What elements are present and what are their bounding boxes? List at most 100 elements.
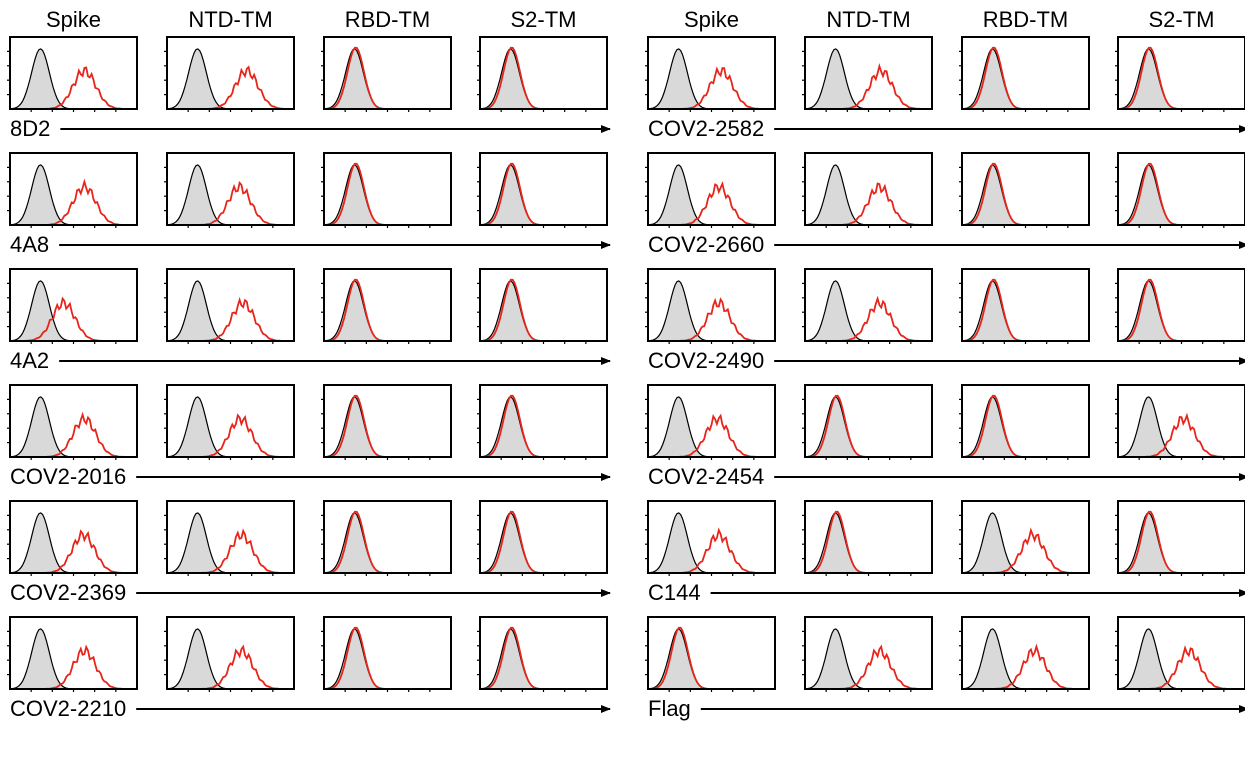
- histogram-cell: [321, 384, 452, 460]
- histogram-cell: [477, 268, 608, 344]
- control-histogram: [9, 280, 137, 342]
- antibody-label: 4A8: [10, 232, 49, 257]
- histogram-cell: [959, 268, 1090, 344]
- histogram-cell: [959, 384, 1090, 460]
- control-histogram: [9, 628, 137, 690]
- histogram-cell: [1115, 616, 1245, 692]
- control-histogram: [1117, 512, 1245, 574]
- histogram-cell: [645, 616, 776, 692]
- histogram-cell: [321, 152, 452, 228]
- histogram-row: COV2-2210: [7, 616, 611, 721]
- control-histogram: [479, 396, 607, 458]
- control-histogram: [804, 396, 932, 458]
- antibody-label: C144: [648, 580, 701, 605]
- histogram-cell: [1115, 268, 1245, 344]
- control-histogram: [1117, 396, 1245, 458]
- column-header: Spike: [46, 7, 101, 32]
- histogram-cell: [477, 152, 608, 228]
- histogram-cell: [1115, 500, 1245, 576]
- histogram-cell: [7, 616, 138, 692]
- control-histogram: [166, 628, 294, 690]
- histogram-cell: [477, 616, 608, 692]
- histogram-cell: [164, 36, 295, 112]
- control-histogram: [804, 280, 932, 342]
- histogram-cell: [959, 500, 1090, 576]
- histogram-cell: [959, 616, 1090, 692]
- control-histogram: [9, 48, 137, 110]
- histogram-cell: [321, 36, 452, 112]
- column-header: Spike: [684, 7, 739, 32]
- histogram-cell: [645, 36, 776, 112]
- histogram-cell: [321, 500, 452, 576]
- control-histogram: [804, 628, 932, 690]
- control-histogram: [961, 628, 1089, 690]
- control-histogram: [166, 280, 294, 342]
- histogram-row: COV2-2454: [645, 384, 1245, 489]
- histogram-row: COV2-2490: [645, 268, 1245, 373]
- control-histogram: [323, 48, 451, 110]
- control-histogram: [9, 396, 137, 458]
- panel-1: Spike NTD-TM RBD-TM S2-TM 8D2 4A8 4A2 COV2-2016…: [7, 7, 611, 721]
- column-header: RBD-TM: [983, 7, 1069, 32]
- antibody-label: COV2-2582: [648, 116, 764, 141]
- antibody-label: 8D2: [10, 116, 50, 141]
- histogram-cell: [959, 36, 1090, 112]
- control-histogram: [479, 164, 607, 226]
- histogram-cell: [645, 268, 776, 344]
- histogram-row: 4A8: [7, 152, 611, 257]
- control-histogram: [166, 48, 294, 110]
- histogram-cell: [321, 268, 452, 344]
- antibody-label: COV2-2660: [648, 232, 764, 257]
- histogram-cell: [7, 268, 138, 344]
- histogram-cell: [477, 384, 608, 460]
- column-header: S2-TM: [1149, 7, 1215, 32]
- histogram-cell: [645, 152, 776, 228]
- control-histogram: [961, 512, 1089, 574]
- histogram-row: Flag: [645, 616, 1245, 721]
- control-histogram: [961, 280, 1089, 342]
- column-header: RBD-TM: [345, 7, 431, 32]
- histogram-cell: [1115, 36, 1245, 112]
- histogram-cell: [7, 36, 138, 112]
- control-histogram: [804, 164, 932, 226]
- histogram-cell: [321, 616, 452, 692]
- histogram-cell: [802, 500, 933, 576]
- histogram-cell: [802, 152, 933, 228]
- control-histogram: [804, 512, 932, 574]
- control-histogram: [323, 628, 451, 690]
- histogram-cell: [645, 384, 776, 460]
- control-histogram: [479, 512, 607, 574]
- control-histogram: [323, 164, 451, 226]
- antibody-label: COV2-2490: [648, 348, 764, 373]
- control-histogram: [479, 280, 607, 342]
- histogram-row: 8D2: [7, 36, 611, 141]
- control-histogram: [479, 628, 607, 690]
- antibody-label: Flag: [648, 696, 691, 721]
- histogram-cell: [1115, 384, 1245, 460]
- control-histogram: [961, 48, 1089, 110]
- histogram-row: COV2-2582: [645, 36, 1245, 141]
- histogram-cell: [164, 384, 295, 460]
- histogram-cell: [477, 36, 608, 112]
- control-histogram: [1117, 48, 1245, 110]
- control-histogram: [804, 48, 932, 110]
- control-histogram: [1117, 164, 1245, 226]
- antibody-label: 4A2: [10, 348, 49, 373]
- histogram-cell: [164, 268, 295, 344]
- column-header: NTD-TM: [188, 7, 272, 32]
- histogram-row: COV2-2016: [7, 384, 611, 489]
- control-histogram: [647, 164, 775, 226]
- control-histogram: [1117, 280, 1245, 342]
- control-histogram: [166, 164, 294, 226]
- antibody-label: COV2-2210: [10, 696, 126, 721]
- histogram-cell: [645, 500, 776, 576]
- histogram-row: C144: [645, 500, 1245, 605]
- control-histogram: [323, 396, 451, 458]
- column-header: S2-TM: [511, 7, 577, 32]
- histogram-row: 4A2: [7, 268, 611, 373]
- histogram-cell: [802, 384, 933, 460]
- control-histogram: [647, 48, 775, 110]
- histogram-cell: [164, 616, 295, 692]
- antibody-label: COV2-2454: [648, 464, 764, 489]
